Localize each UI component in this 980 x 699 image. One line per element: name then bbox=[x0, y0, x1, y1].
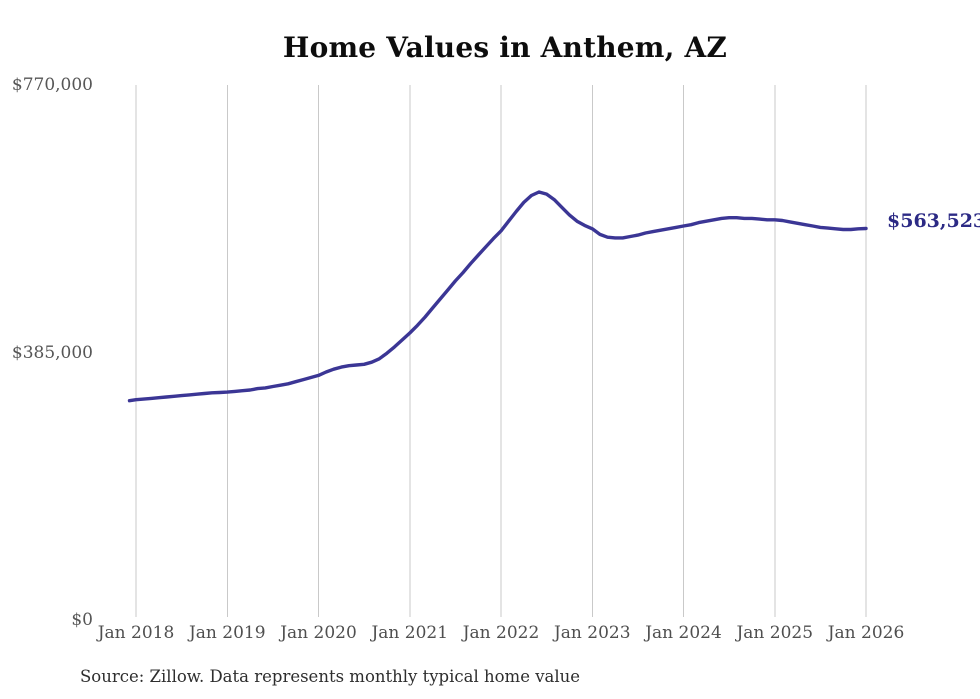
source-note: Source: Zillow. Data represents monthly … bbox=[80, 667, 581, 686]
y-tick-label: $385,000 bbox=[11, 342, 93, 363]
gridlines bbox=[135, 85, 867, 617]
end-value-label: $563,523 bbox=[887, 210, 980, 232]
x-tick-label: Jan 2023 bbox=[553, 623, 631, 643]
x-tick-label: Jan 2022 bbox=[462, 623, 540, 643]
home-value-line bbox=[127, 190, 868, 403]
x-tick-label: Jan 2025 bbox=[736, 623, 814, 643]
y-tick-label: $0 bbox=[71, 610, 93, 630]
x-tick-label: Jan 2024 bbox=[645, 623, 722, 643]
chart-title: Home Values in Anthem, AZ bbox=[282, 31, 728, 64]
x-tick-label: Jan 2018 bbox=[97, 623, 175, 643]
y-tick-label: $770,000 bbox=[11, 75, 93, 95]
x-tick-label: Jan 2019 bbox=[188, 623, 266, 643]
x-tick-label: Jan 2026 bbox=[827, 623, 905, 643]
x-tick-label: Jan 2020 bbox=[280, 623, 357, 643]
x-tick-label: Jan 2021 bbox=[371, 623, 449, 643]
